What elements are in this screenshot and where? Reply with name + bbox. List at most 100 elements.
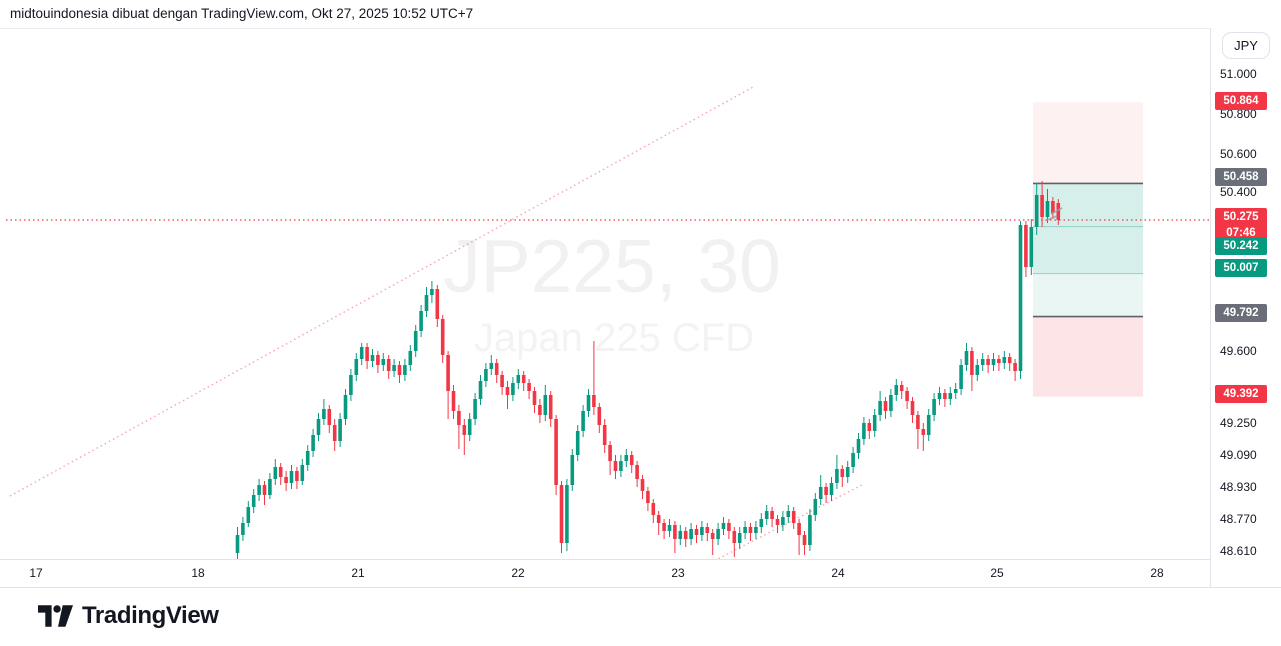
price-level-badge: 50.864 xyxy=(1215,92,1267,110)
candle-body xyxy=(705,527,710,533)
candle-body xyxy=(910,401,915,415)
time-axis[interactable]: 17 18 21 22 23 24 25 28 xyxy=(0,559,1210,588)
candle-body xyxy=(435,289,440,319)
candle-body xyxy=(829,483,834,495)
candle-body xyxy=(889,395,893,411)
candle-body xyxy=(835,469,839,483)
candle-body xyxy=(338,419,342,441)
time-tick-label: 18 xyxy=(191,566,205,580)
last-price-badge: 50.275 07:46 xyxy=(1215,208,1267,242)
candle-body xyxy=(300,465,305,481)
trendline-drawings[interactable] xyxy=(9,85,863,560)
candle-body xyxy=(462,425,467,435)
candle-body xyxy=(651,503,656,515)
position-zone-band[interactable] xyxy=(1033,226,1143,274)
candle-body xyxy=(673,525,677,539)
time-tick-label: 22 xyxy=(511,566,525,580)
candle-body xyxy=(511,383,515,395)
price-level-badge: 50.242 xyxy=(1215,237,1267,255)
candle-body xyxy=(365,347,369,361)
candle-body xyxy=(273,467,278,479)
candle-body xyxy=(278,467,283,477)
candle-body xyxy=(381,359,386,365)
position-zones[interactable] xyxy=(1033,102,1143,397)
tradingview-logo[interactable]: TradingView xyxy=(38,602,219,630)
candle-body xyxy=(376,355,380,365)
time-tick-label: 28 xyxy=(1150,566,1164,580)
time-tick-label: 25 xyxy=(990,566,1004,580)
badge-price: 49.792 xyxy=(1223,307,1259,319)
candle-body xyxy=(845,467,850,477)
candle-body xyxy=(478,381,483,399)
candle-body xyxy=(840,469,845,477)
candle-body xyxy=(527,383,531,391)
candle-body xyxy=(241,523,245,535)
candle-body xyxy=(921,429,926,435)
candle-body xyxy=(570,455,575,485)
candle-body xyxy=(359,347,364,359)
candle-body xyxy=(1056,203,1061,220)
chart-credit-line: midtouindonesia dibuat dengan TradingVie… xyxy=(10,6,474,21)
candle-body xyxy=(251,495,256,507)
candle-body xyxy=(311,435,315,451)
candle-body xyxy=(484,369,488,381)
small-arrow-annotation[interactable] xyxy=(1046,207,1063,221)
position-zone-band[interactable] xyxy=(1033,273,1143,317)
candle-body xyxy=(629,455,634,465)
price-level-badge: 49.792 xyxy=(1215,304,1267,322)
candle-body xyxy=(894,385,899,395)
candle-body xyxy=(991,359,996,365)
candle-body xyxy=(997,359,1001,363)
watermark-symbol: JP225, 30 xyxy=(443,224,781,308)
candle-body xyxy=(565,485,569,543)
candle-body xyxy=(700,527,704,535)
candle-body xyxy=(943,393,947,399)
candle-body xyxy=(754,527,758,533)
candle-body xyxy=(759,519,764,527)
price-level-badge: 50.007 xyxy=(1215,259,1267,277)
candle-body xyxy=(597,407,602,425)
candle-body xyxy=(667,525,672,531)
candle-body xyxy=(284,477,288,483)
candle-body xyxy=(932,399,936,415)
candle-body xyxy=(521,375,526,383)
trendline[interactable] xyxy=(710,484,863,560)
price-axis[interactable]: JPY 51.000 50.800 50.600 50.400 49.600 49.250… xyxy=(1210,28,1281,587)
price-tick-label: 50.400 xyxy=(1220,185,1257,199)
price-tick-label: 49.600 xyxy=(1220,344,1257,358)
annotation-stroke xyxy=(1046,215,1058,221)
candle-body xyxy=(808,515,812,545)
candle-body xyxy=(586,395,591,411)
candle-body xyxy=(646,491,650,503)
candle-body xyxy=(397,365,402,375)
currency-toggle-button[interactable]: JPY xyxy=(1222,32,1270,59)
candle-body xyxy=(295,471,299,481)
candle-body xyxy=(403,365,407,375)
position-zone-band[interactable] xyxy=(1033,316,1143,397)
chart-pane[interactable]: JP225, 30 Japan 225 CFD xyxy=(0,28,1210,560)
candles-series xyxy=(235,181,1061,559)
candle-body xyxy=(970,351,974,375)
candle-body xyxy=(624,455,629,461)
candle-body xyxy=(975,365,980,375)
candle-body xyxy=(467,419,472,435)
candle-body xyxy=(770,511,774,519)
badge-price: 50.458 xyxy=(1223,171,1259,183)
candle-body xyxy=(619,461,623,471)
price-tick-label: 48.930 xyxy=(1220,480,1257,494)
candle-body xyxy=(786,511,791,517)
badge-price: 49.392 xyxy=(1223,388,1259,400)
position-zone-band[interactable] xyxy=(1033,102,1143,184)
candle-body xyxy=(791,511,796,523)
chart-canvas[interactable]: JP225, 30 Japan 225 CFD xyxy=(0,29,1210,560)
candle-body xyxy=(1029,227,1034,267)
candle-body xyxy=(710,533,715,539)
candle-body xyxy=(575,431,580,455)
candle-body xyxy=(694,529,699,535)
candle-body xyxy=(959,365,963,389)
price-level-badge: 50.458 xyxy=(1215,168,1267,186)
candle-body xyxy=(824,487,828,495)
candle-body xyxy=(554,419,558,485)
candle-body xyxy=(413,331,418,351)
trendline[interactable] xyxy=(9,85,756,497)
